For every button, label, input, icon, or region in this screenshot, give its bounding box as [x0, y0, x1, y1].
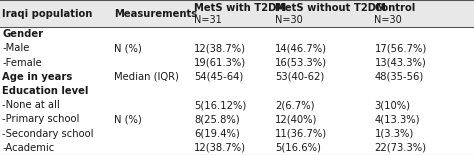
Text: -None at all: -None at all [2, 100, 60, 110]
Text: 2(6.7%): 2(6.7%) [275, 100, 314, 110]
FancyBboxPatch shape [0, 0, 474, 27]
Text: MetS without T2DM: MetS without T2DM [275, 3, 386, 13]
Text: 5(16.6%): 5(16.6%) [275, 143, 321, 153]
Text: 12(38.7%): 12(38.7%) [194, 43, 246, 53]
Text: Gender: Gender [2, 29, 44, 39]
Text: 16(53.3%): 16(53.3%) [275, 58, 327, 68]
Text: MetS with T2DM: MetS with T2DM [194, 3, 287, 13]
Text: 14(46.7%): 14(46.7%) [275, 43, 327, 53]
Text: N (%): N (%) [114, 115, 142, 124]
Text: 17(56.7%): 17(56.7%) [374, 43, 427, 53]
Text: N=30: N=30 [275, 15, 303, 24]
Text: -Female: -Female [2, 58, 42, 68]
Text: 12(40%): 12(40%) [275, 115, 317, 124]
Text: 3(10%): 3(10%) [374, 100, 410, 110]
Text: 12(38.7%): 12(38.7%) [194, 143, 246, 153]
Text: 6(19.4%): 6(19.4%) [194, 129, 240, 139]
Text: 54(45-64): 54(45-64) [194, 72, 244, 82]
Text: Age in years: Age in years [2, 72, 73, 82]
Text: Education level: Education level [2, 86, 89, 96]
Text: Iraqi population: Iraqi population [2, 9, 93, 19]
Text: -Academic: -Academic [2, 143, 55, 153]
Text: 53(40-62): 53(40-62) [275, 72, 324, 82]
Text: Control: Control [374, 3, 416, 13]
Text: Measurements: Measurements [114, 9, 197, 19]
Text: 5(16.12%): 5(16.12%) [194, 100, 246, 110]
Text: -Male: -Male [2, 43, 30, 53]
Text: N (%): N (%) [114, 43, 142, 53]
Text: 8(25.8%): 8(25.8%) [194, 115, 240, 124]
Text: 11(36.7%): 11(36.7%) [275, 129, 327, 139]
Text: 22(73.3%): 22(73.3%) [374, 143, 427, 153]
Text: 19(61.3%): 19(61.3%) [194, 58, 246, 68]
Text: -Secondary school: -Secondary school [2, 129, 94, 139]
Text: N=30: N=30 [374, 15, 402, 24]
Text: -Primary school: -Primary school [2, 115, 80, 124]
Text: Median (IQR): Median (IQR) [114, 72, 179, 82]
Text: 1(3.3%): 1(3.3%) [374, 129, 414, 139]
Text: N=31: N=31 [194, 15, 222, 24]
Text: 48(35-56): 48(35-56) [374, 72, 424, 82]
Text: 4(13.3%): 4(13.3%) [374, 115, 420, 124]
Text: 13(43.3%): 13(43.3%) [374, 58, 426, 68]
